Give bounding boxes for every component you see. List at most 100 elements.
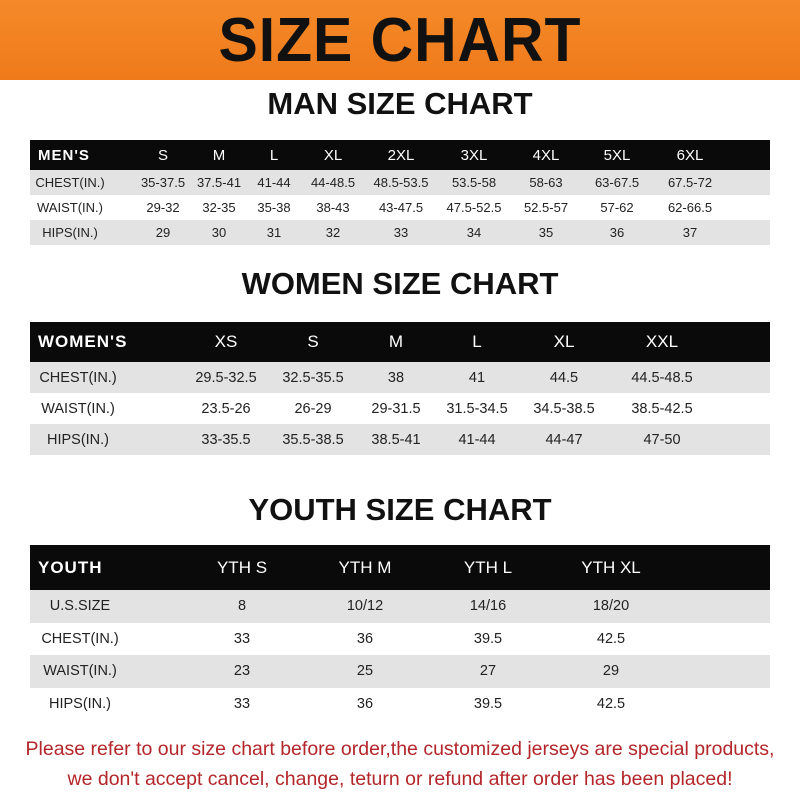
table-cell: 10/12 — [346, 598, 384, 615]
table-cell: 48.5-53.5 — [373, 175, 429, 190]
table-cell: 41-44 — [257, 175, 291, 190]
notice-line-1: Please refer to our size chart before or… — [25, 738, 775, 760]
table-cell: 18/20 — [592, 598, 630, 615]
table-row: CHEST(IN.) 35-37.5 37.5-41 41-44 44-48.5 48.5… — [30, 170, 770, 195]
table-cell: 58-63 — [529, 175, 563, 190]
table-category-label: YOUTH — [38, 557, 103, 577]
table-cell: 35-37.5 — [140, 175, 186, 190]
size-header: XL — [553, 332, 575, 351]
table-cell: 29 — [602, 663, 620, 680]
table-cell: 63-67.5 — [594, 175, 640, 190]
table-cell: 62-66.5 — [667, 200, 713, 215]
size-header: 4XL — [532, 146, 560, 164]
table-cell: 47.5-52.5 — [446, 200, 502, 215]
page-title: SIZE CHART — [218, 5, 582, 75]
table-cell: 44-48.5 — [310, 175, 356, 190]
measurement-label: HIPS(IN.) — [42, 225, 98, 240]
table-row: WAIST(IN.) 23.5-26 26-29 29-31.5 31.5-34.5 34… — [30, 393, 770, 424]
table-category-label: MEN'S — [38, 146, 90, 164]
table-cell: 39.5 — [473, 695, 503, 712]
table-cell: 44.5 — [549, 369, 579, 386]
table-cell: 37 — [682, 225, 698, 240]
table-cell: 29.5-32.5 — [195, 369, 257, 386]
table-row: HIPS(IN.) 29 30 31 32 33 34 35 36 37 — [30, 220, 770, 245]
size-header: YTH L — [463, 557, 513, 577]
size-header: YTH M — [338, 557, 392, 577]
table-cell: 29-31.5 — [371, 400, 421, 417]
notice-line-2: we don't accept cancel, change, teturn o… — [67, 768, 733, 790]
table-cell: 35-38 — [257, 200, 291, 215]
youth-size-table: YOUTH YTH S YTH M YTH L YTH XL U.S.SIZE 8 10/12… — [30, 545, 770, 720]
table-cell: 32 — [325, 225, 341, 240]
table-cell: 30 — [211, 225, 227, 240]
table-cell: 32-35 — [202, 200, 236, 215]
table-cell: 33 — [233, 630, 251, 647]
table-cell: 33 — [233, 695, 251, 712]
size-header: XXL — [645, 332, 679, 351]
table-cell: 36 — [356, 630, 374, 647]
table-header-row: MEN'S S M L XL 2XL 3XL 4XL 5XL 6XL — [30, 140, 770, 170]
table-cell: 39.5 — [473, 630, 503, 647]
table-cell: 37.5-41 — [196, 175, 242, 190]
table-category-label: WOMEN'S — [38, 332, 128, 351]
size-header: M — [212, 146, 226, 164]
table-cell: 35.5-38.5 — [282, 431, 344, 448]
women-size-table: WOMEN'S XS S M L XL XXL CHEST(IN.) 29.5-32.5 32.5… — [30, 322, 770, 455]
table-cell: 53.5-58 — [451, 175, 497, 190]
table-cell: 25 — [356, 663, 374, 680]
table-cell: 14/16 — [469, 598, 507, 615]
table-header-row: YOUTH YTH S YTH M YTH L YTH XL — [30, 545, 770, 590]
table-row: CHEST(IN.) 29.5-32.5 32.5-35.5 38 41 44.5 44.5… — [30, 362, 770, 393]
size-header: YTH S — [216, 557, 268, 577]
size-header: 3XL — [460, 146, 488, 164]
table-cell: 29-32 — [146, 200, 180, 215]
measurement-label: U.S.SIZE — [49, 598, 111, 615]
measurement-label: WAIST(IN.) — [43, 663, 117, 680]
table-row: HIPS(IN.) 33 36 39.5 42.5 — [30, 687, 770, 720]
table-header-row: WOMEN'S XS S M L XL XXL — [30, 322, 770, 362]
men-size-table: MEN'S S M L XL 2XL 3XL 4XL 5XL 6XL CHEST(IN.) 35-37… — [30, 140, 770, 245]
table-cell: 47-50 — [643, 431, 681, 448]
table-cell: 36 — [609, 225, 625, 240]
table-cell: 41 — [468, 369, 486, 386]
table-cell: 43-47.5 — [378, 200, 424, 215]
table-cell: 33-35.5 — [201, 431, 251, 448]
table-cell: 44-47 — [545, 431, 583, 448]
table-row: HIPS(IN.) 33-35.5 35.5-38.5 38.5-41 41-44 44-… — [30, 424, 770, 455]
table-cell: 36 — [356, 695, 374, 712]
measurement-label: CHEST(IN.) — [35, 175, 105, 190]
table-cell: 42.5 — [596, 630, 626, 647]
measurement-label: WAIST(IN.) — [41, 400, 115, 417]
size-header: S — [157, 146, 169, 164]
table-cell: 29 — [155, 225, 171, 240]
size-header: 2XL — [387, 146, 415, 164]
table-cell: 57-62 — [600, 200, 634, 215]
table-cell: 23.5-26 — [201, 400, 251, 417]
table-cell: 38 — [387, 369, 405, 386]
table-cell: 8 — [237, 598, 247, 615]
table-row: WAIST(IN.) 29-32 32-35 35-38 38-43 43-47.5 47.… — [30, 195, 770, 220]
measurement-label: CHEST(IN.) — [39, 369, 117, 386]
measurement-label: HIPS(IN.) — [46, 431, 110, 448]
size-header: 6XL — [676, 146, 704, 164]
size-header: M — [388, 332, 404, 351]
table-row: U.S.SIZE 8 10/12 14/16 18/20 — [30, 590, 770, 623]
size-header: XS — [214, 332, 238, 351]
table-cell: 52.5-57 — [523, 200, 569, 215]
measurement-label: HIPS(IN.) — [48, 695, 112, 712]
size-header: XL — [323, 146, 343, 164]
table-cell: 32.5-35.5 — [282, 369, 344, 386]
men-section-title: MAN SIZE CHART — [267, 86, 533, 121]
size-header: L — [472, 332, 482, 351]
size-header: YTH XL — [581, 557, 641, 577]
table-cell: 42.5 — [596, 695, 626, 712]
women-section-title: WOMEN SIZE CHART — [241, 266, 559, 301]
table-cell: 31 — [266, 225, 282, 240]
table-cell: 44.5-48.5 — [631, 369, 693, 386]
table-cell: 23 — [233, 663, 251, 680]
table-row: CHEST(IN.) 33 36 39.5 42.5 — [30, 622, 770, 655]
youth-section-title: YOUTH SIZE CHART — [248, 492, 552, 527]
table-cell: 34.5-38.5 — [533, 400, 595, 417]
table-cell: 35 — [538, 225, 554, 240]
table-row: WAIST(IN.) 23 25 27 29 — [30, 655, 770, 688]
